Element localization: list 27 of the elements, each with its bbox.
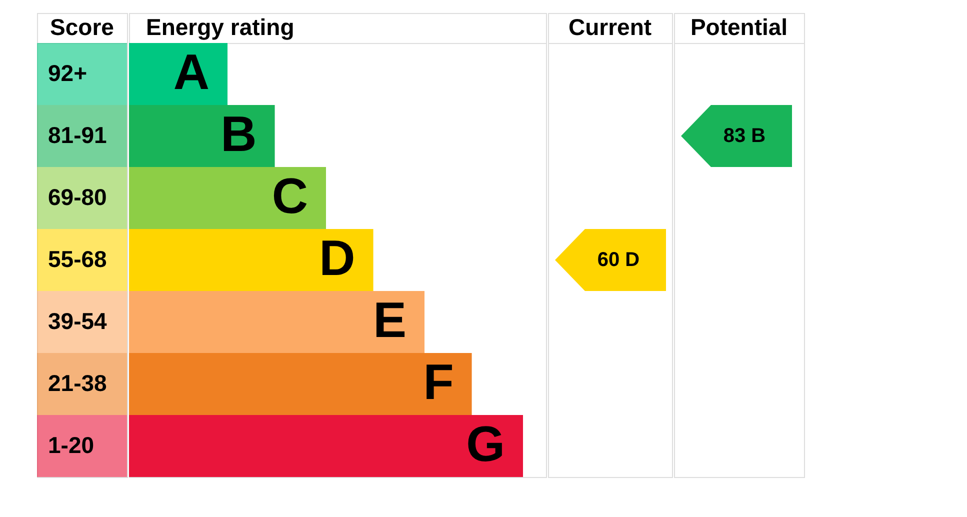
- bar: [129, 291, 424, 353]
- y-tick-label: 69-80: [48, 184, 107, 210]
- bar: [129, 353, 472, 415]
- annotation: G: [466, 416, 505, 472]
- y-tick-label: 1-20: [48, 432, 94, 458]
- annotation: C: [272, 168, 308, 224]
- y-tick-label: 55-68: [48, 246, 108, 272]
- annotation: E: [373, 292, 406, 348]
- annotation: B: [220, 106, 257, 162]
- text: Current: [568, 14, 652, 40]
- bar: [129, 229, 374, 291]
- annotation: D: [319, 230, 356, 286]
- bar: [129, 105, 275, 167]
- bar: [129, 415, 523, 477]
- bar: [129, 43, 228, 105]
- y-axis-title: Score: [50, 14, 114, 40]
- y-tick-label: 39-54: [48, 308, 108, 334]
- annotation: F: [423, 354, 454, 410]
- annotation: A: [173, 44, 210, 100]
- y-tick-label: 21-38: [48, 370, 108, 396]
- text: 60 D: [597, 249, 640, 271]
- text: Potential: [690, 14, 788, 40]
- bar: [129, 167, 326, 229]
- y-tick-label: 81-91: [48, 122, 108, 148]
- x-axis-title: Energy rating: [146, 14, 294, 40]
- text: 83 B: [723, 125, 766, 147]
- y-tick-label: 92+: [48, 60, 88, 86]
